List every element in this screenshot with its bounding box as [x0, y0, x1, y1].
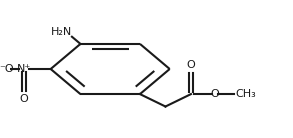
Text: H₂N: H₂N	[51, 27, 72, 37]
Text: O: O	[211, 89, 219, 99]
Text: ⁻O: ⁻O	[0, 64, 14, 74]
Text: O: O	[19, 94, 28, 104]
Text: N⁺: N⁺	[17, 64, 31, 74]
Text: CH₃: CH₃	[235, 89, 256, 99]
Text: O: O	[187, 60, 195, 70]
